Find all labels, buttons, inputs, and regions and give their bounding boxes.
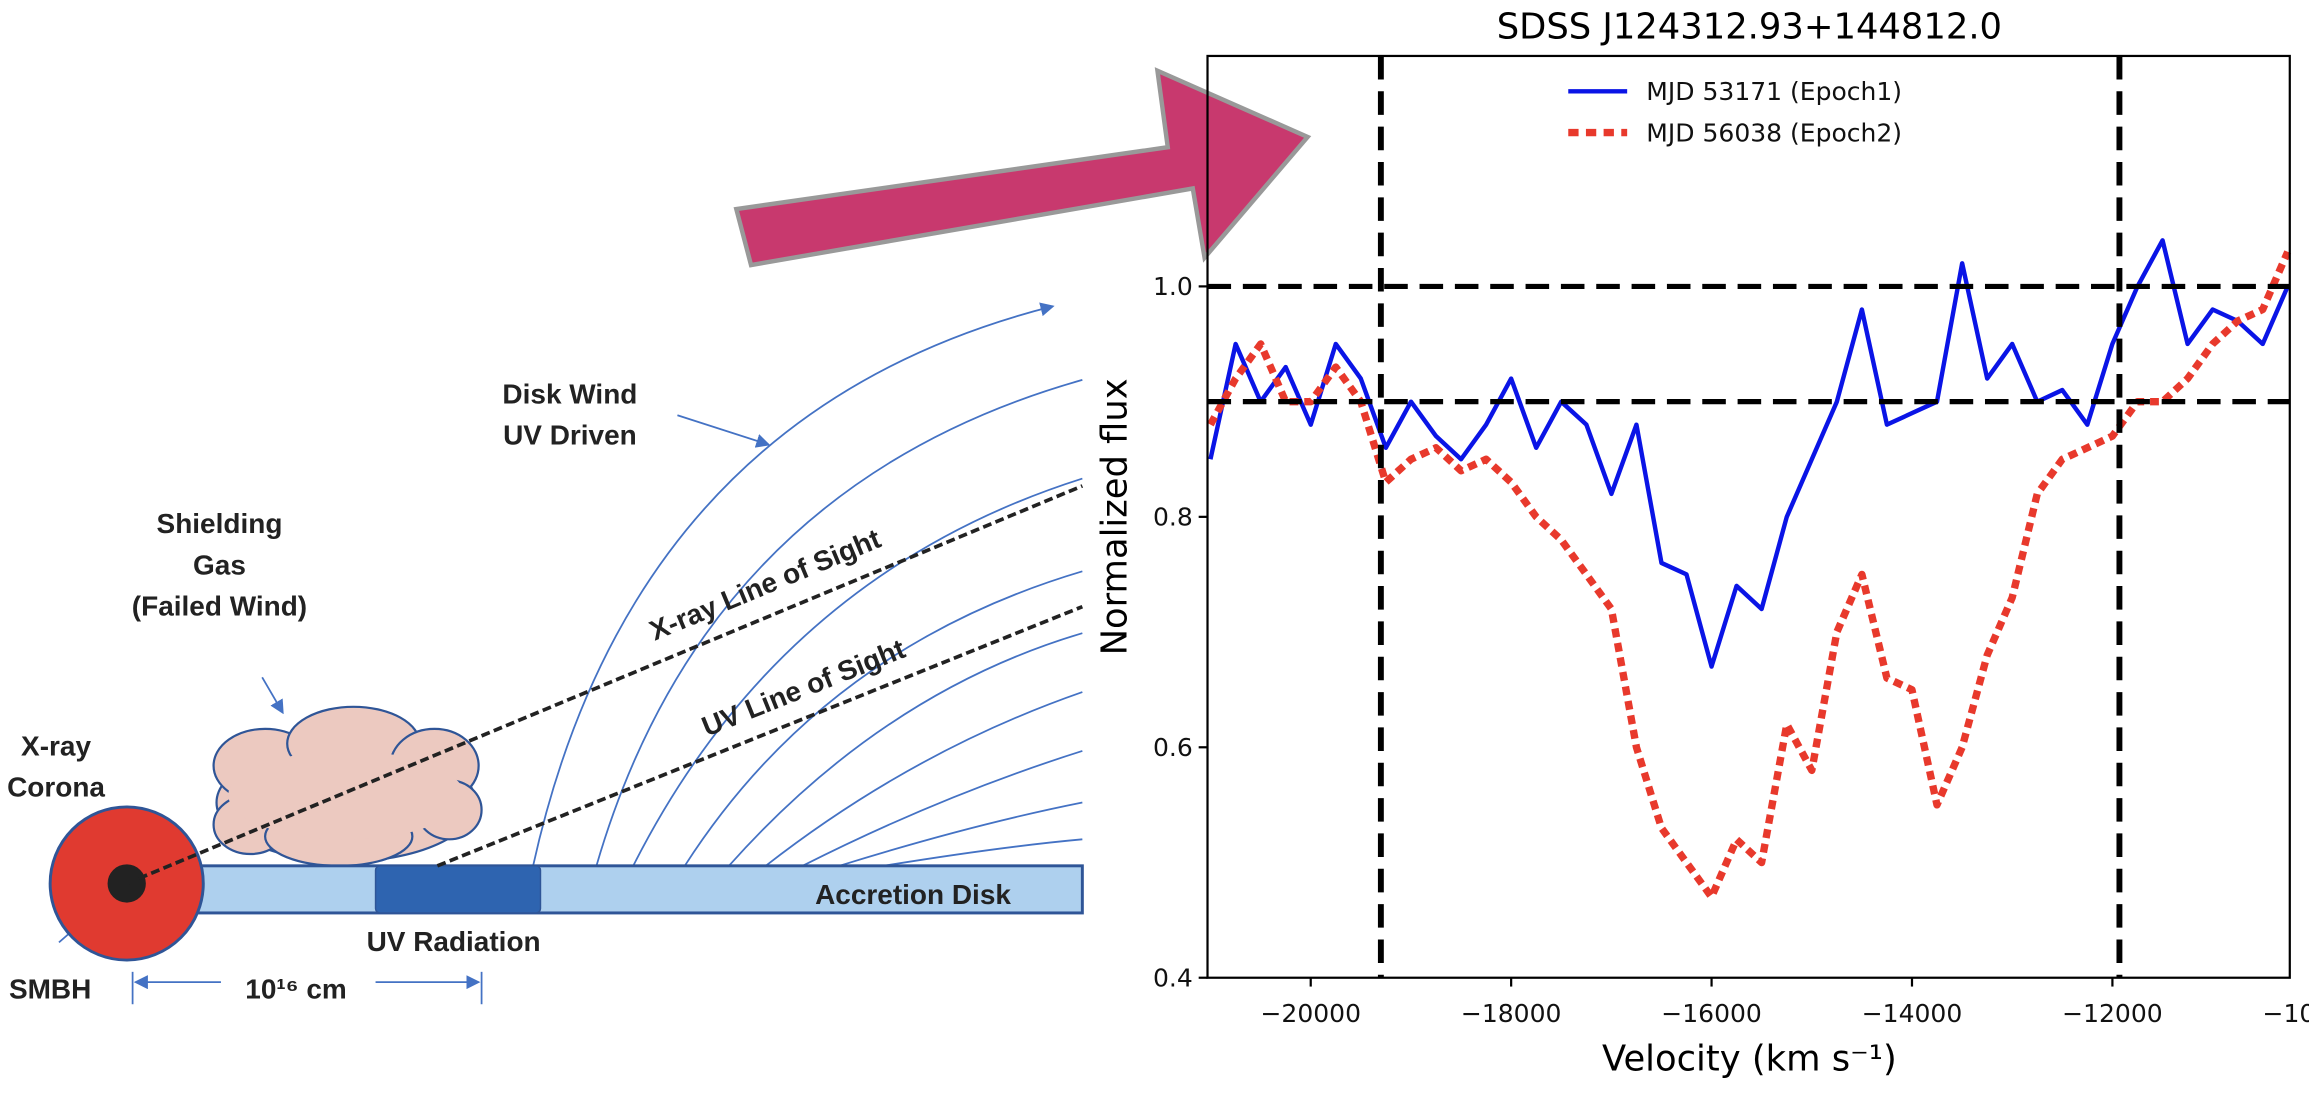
label: Shielding (157, 508, 283, 539)
legend-label: MJD 56038 (Epoch2) (1646, 118, 1902, 147)
y-tick-label: 0.4 (1153, 964, 1193, 993)
label: Gas (193, 549, 246, 580)
diagram: Disk Wind UV Driven Shielding Gas (Faile… (7, 67, 1312, 1005)
label: Disk Wind (502, 378, 637, 409)
label: UV Driven (503, 420, 637, 451)
label: X-ray (21, 730, 91, 761)
x-tick-label: −20000 (1260, 999, 1361, 1028)
scale-bar (131, 971, 483, 1005)
y-tick-label: 1.0 (1153, 272, 1193, 301)
series-line (1208, 238, 2290, 669)
legend-label: MJD 53171 (Epoch1) (1646, 77, 1902, 106)
xray-los (125, 484, 1084, 886)
x-tick-label: −14000 (1862, 999, 1963, 1028)
x-tick-label: −16000 (1661, 999, 1762, 1028)
label: (Failed Wind) (132, 590, 307, 621)
label: UV Radiation (367, 926, 541, 957)
arrow (733, 67, 1312, 268)
chart: SDSS J124312.93+144812.0 Velocity (km s⁻¹… (1095, 6, 2309, 1079)
uv-region (374, 865, 542, 914)
label: SMBH (9, 973, 91, 1004)
label: 10¹⁶ cm (245, 973, 346, 1004)
label: Accretion Disk (815, 879, 1011, 910)
x-tick-label: −12000 (2062, 999, 2163, 1028)
label: Corona (7, 772, 105, 803)
y-tick-label: 0.6 (1153, 733, 1193, 762)
y-tick-label: 0.8 (1153, 503, 1193, 532)
series-line (1207, 250, 2292, 901)
wind-lines (58, 302, 1083, 944)
label: X-ray Line of Sight (645, 523, 885, 647)
y-axis-label: Normalized flux (1095, 378, 1136, 655)
x-tick-label: −18000 (1461, 999, 1562, 1028)
x-tick-label: −10000 (2263, 999, 2309, 1028)
x-axis-label: Velocity (km s⁻¹) (1602, 1038, 1897, 1079)
plot-frame (1206, 54, 2291, 979)
chart-title: SDSS J124312.93+144812.0 (1497, 6, 2002, 47)
uv-los (436, 604, 1084, 868)
